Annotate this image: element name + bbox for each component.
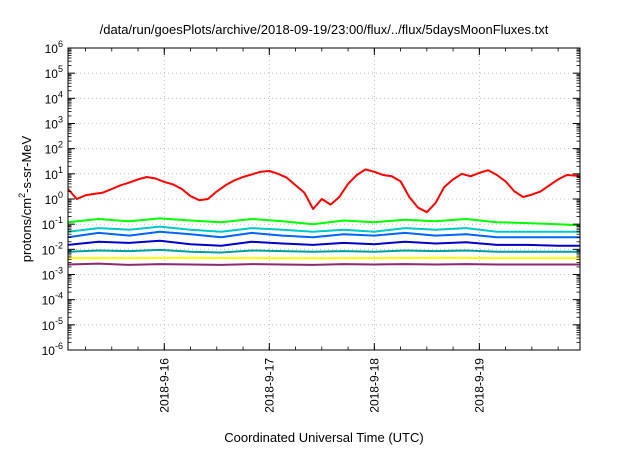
y-tick-label: 103	[45, 115, 63, 132]
series-line-8	[67, 262, 580, 266]
x-tick-label: 2018-9-19	[472, 358, 486, 413]
series-line-1	[67, 168, 581, 214]
x-axis-label: Coordinated Universal Time (UTC)	[224, 430, 423, 445]
series-line-5	[67, 239, 580, 247]
series-line-2	[67, 217, 581, 227]
x-tick-label: 2018-9-18	[367, 358, 381, 413]
y-axis-label-part: protons/cm	[19, 198, 34, 262]
y-tick-label: 102	[45, 140, 63, 157]
axis-layer: 10-6 10-5 10-4 10-3 10-2 10-1 100 101 102 103 104 1…	[42, 39, 580, 413]
y-tick-label: 10-3	[42, 266, 63, 283]
grid-layer	[68, 48, 580, 350]
y-tick-label: 10-5	[42, 316, 63, 333]
y-tick-label: 100	[45, 190, 63, 207]
series-line-4	[67, 230, 580, 239]
y-tick-label: 10-6	[42, 341, 63, 358]
y-tick-label: 104	[45, 89, 63, 106]
y-tick-label: 10-2	[42, 240, 63, 257]
series-line-6	[67, 248, 580, 254]
y-axis-label-part: -s-sr-MeV	[19, 135, 34, 192]
x-tick-label: 2018-9-16	[157, 358, 171, 413]
y-tick-label: 10-4	[42, 291, 63, 308]
series-line-7	[68, 256, 580, 260]
chart-title: /data/run/goesPlots/archive/2018-09-19/2…	[100, 22, 549, 37]
y-tick-label: 101	[45, 165, 63, 182]
series-layer	[67, 168, 581, 266]
y-tick-label: 10-1	[42, 215, 63, 232]
y-axis-label-superscript: 2	[17, 193, 27, 198]
y-axis-label: protons/cm2-s-sr-MeV	[17, 135, 34, 262]
series-line-3	[67, 225, 580, 233]
y-tick-label: 106	[45, 39, 63, 56]
y-tick-label: 105	[45, 64, 63, 81]
x-tick-label: 2018-9-17	[262, 358, 276, 413]
